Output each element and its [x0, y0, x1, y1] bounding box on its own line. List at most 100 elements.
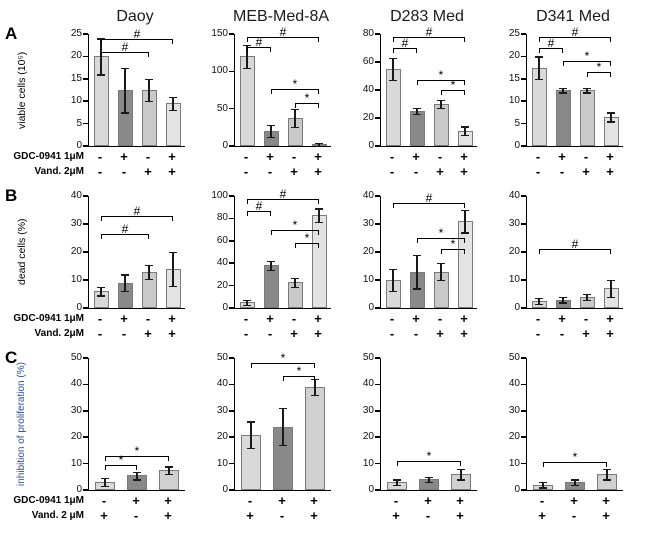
error-bar-cap — [133, 479, 141, 481]
significance-symbol: * — [438, 68, 444, 83]
y-tick-label: 50 — [508, 352, 520, 363]
treatment-sign: - — [583, 311, 589, 326]
error-bar — [246, 45, 248, 68]
error-bar — [440, 263, 442, 280]
error-bar-cap — [437, 280, 445, 282]
y-tick-label: 5 — [76, 117, 82, 129]
error-bar — [282, 408, 284, 446]
chart-C-meb-med-8a: 0 10 20 30 40 50 * * - + + + - + — [208, 351, 354, 524]
error-bar-cap — [121, 274, 129, 276]
error-bar-cap — [97, 295, 105, 297]
error-bar-cap — [607, 112, 615, 114]
chart-A-meb-med-8a: 0 50 100 150 # # * * - + - + - - + + — [208, 25, 354, 180]
significance-symbol: # — [121, 39, 129, 54]
significance-symbol: * — [292, 217, 298, 232]
y-tick-mark — [521, 462, 526, 465]
treatment-sign: + — [164, 493, 172, 508]
treatment-sign: + — [314, 326, 322, 341]
error-bar-cap — [243, 300, 251, 302]
error-bar — [396, 479, 398, 485]
error-bar — [586, 87, 588, 93]
treatment-sign: + — [314, 164, 322, 179]
error-bar-cap — [97, 287, 105, 289]
treatment-sign: - — [535, 149, 541, 164]
error-bar-cap — [603, 468, 611, 471]
error-bar-cap — [315, 143, 323, 145]
treatment-sign: + — [436, 326, 444, 341]
significance-bracket: * — [587, 60, 611, 78]
error-bar-cap — [145, 78, 153, 81]
error-bar — [172, 96, 174, 111]
treatment-sign-row: + - + — [234, 508, 330, 524]
error-bar — [464, 210, 466, 233]
bar — [239, 56, 255, 146]
error-bar-cap — [315, 208, 323, 210]
error-bar — [610, 112, 612, 122]
error-bar — [428, 476, 430, 483]
error-bar-cap — [101, 478, 109, 480]
treatment-sign: - — [393, 493, 399, 508]
y-tick-mark — [521, 251, 526, 253]
significance-bracket: * — [441, 237, 465, 255]
error-bar-cap — [607, 121, 615, 123]
y-tick-mark — [375, 279, 380, 281]
y-tick-mark — [229, 195, 234, 197]
y-tick-label: 15 — [508, 72, 520, 84]
error-bar-cap — [247, 421, 255, 423]
column-title-meb-med-8a: MEB-Med-8A — [232, 8, 330, 25]
panel-letter-C: C — [5, 348, 18, 367]
y-tick-mark — [521, 410, 526, 412]
chart-A-d283-med: 0 20 40 60 80 # # * * - + - + - - + + — [354, 25, 500, 180]
treatment-signs: GDC-0941 1μM - + + Vand. 2 μM + - + — [13, 493, 184, 524]
error-bar-cap — [291, 108, 299, 110]
y-tick-mark — [83, 307, 88, 309]
error-bar — [270, 260, 272, 270]
treatment-row-label: GDC-0941 1μM — [13, 495, 84, 506]
treatment-sign: - — [389, 311, 395, 326]
y-tick-label: 20 — [508, 246, 520, 257]
treatment-sign: + — [424, 493, 432, 508]
y-tick-label: 100 — [211, 65, 228, 77]
treatment-signs: - + + + - + — [234, 493, 330, 524]
panel-letter-A: A — [5, 24, 18, 43]
treatment-sign-row: - - + + — [526, 326, 622, 342]
bar — [409, 111, 425, 146]
significance-symbol: * — [426, 448, 432, 463]
treatment-sign: + — [558, 149, 566, 164]
error-bar — [538, 56, 540, 79]
chart-B-d283-med: 0 10 20 30 40 # * * - + - + - - + + — [354, 190, 500, 342]
error-bar-cap — [413, 288, 421, 290]
error-bar — [148, 264, 150, 279]
error-bar-cap — [267, 137, 275, 139]
error-bar-cap — [267, 125, 275, 127]
treatment-sign: + — [606, 164, 614, 179]
error-bar-cap — [437, 108, 445, 110]
y-tick-label: 20 — [508, 431, 520, 443]
y-tick-mark — [83, 489, 88, 491]
significance-symbol: # — [133, 27, 141, 42]
treatment-sign-row: - - + + — [526, 164, 622, 180]
y-tick-mark — [375, 489, 380, 491]
treatment-sign: - — [267, 326, 273, 341]
error-bar-cap — [267, 260, 275, 263]
y-tick-label: 10 — [70, 274, 82, 285]
error-bar-cap — [535, 56, 543, 58]
y-tick-mark — [229, 489, 234, 491]
significance-bracket: # — [247, 187, 319, 205]
treatment-signs: - + + + - + — [380, 493, 476, 524]
error-bar-cap — [169, 252, 177, 254]
chart-plot: 0 5 10 15 20 25 # # — [71, 27, 185, 151]
treatment-sign: + — [582, 164, 590, 179]
y-tick-label: 20 — [362, 246, 374, 257]
error-bar-cap — [583, 299, 591, 301]
treatment-sign-row: - - + + — [380, 326, 476, 342]
y-tick-mark — [375, 223, 380, 225]
treatment-sign: - — [559, 164, 565, 179]
treatment-sign: + — [538, 508, 546, 523]
error-bar-cap — [535, 298, 543, 300]
error-bar-cap — [461, 210, 469, 212]
significance-symbol: # — [121, 221, 129, 236]
